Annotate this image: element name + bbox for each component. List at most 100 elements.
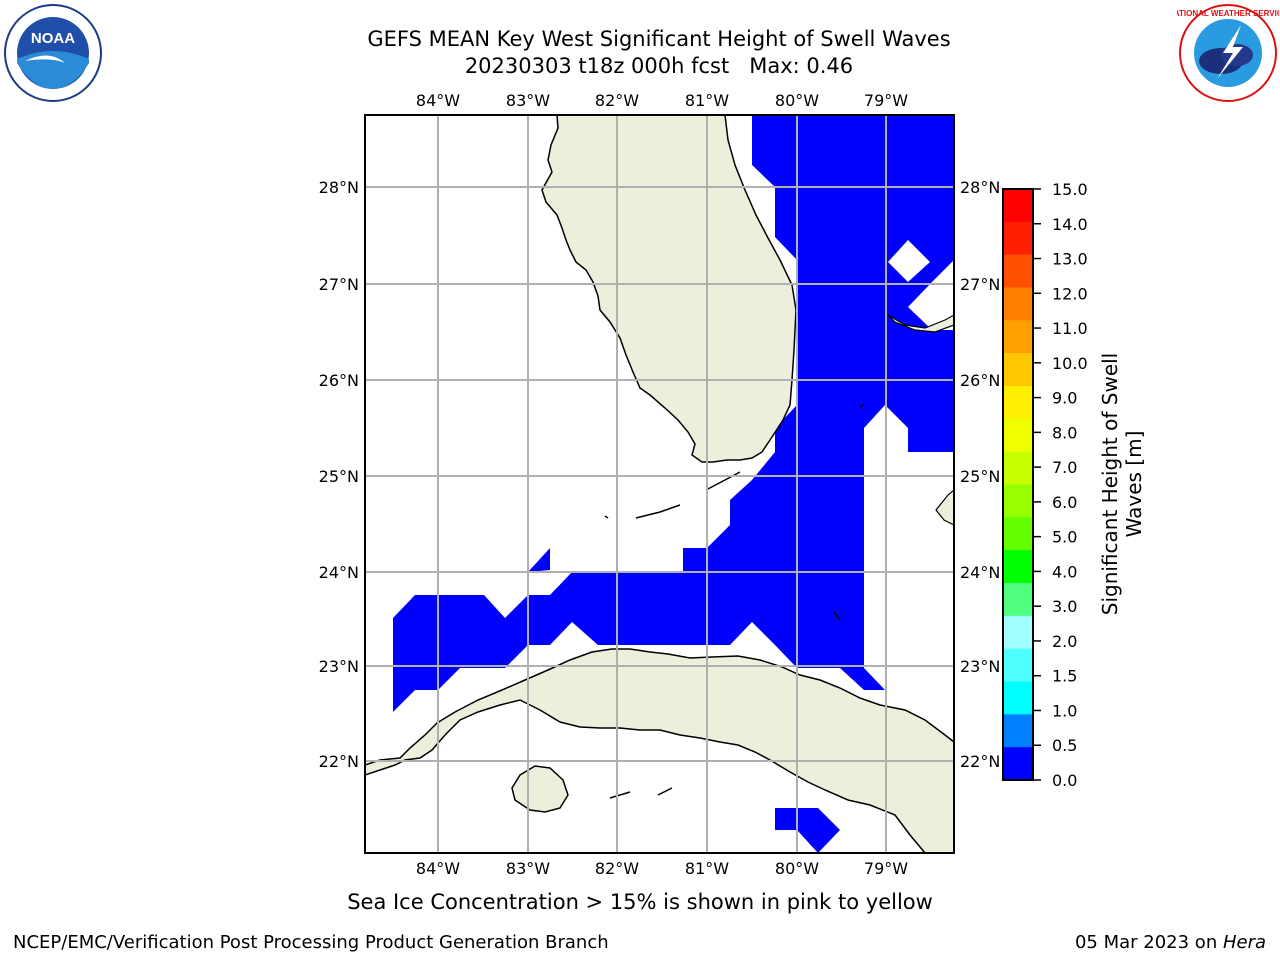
colorbar-tick-label: 3.0 bbox=[1052, 597, 1077, 616]
footer-credit: NCEP/EMC/Verification Post Processing Pr… bbox=[13, 932, 609, 953]
lat-label: 22°N bbox=[319, 752, 359, 771]
colorbar-tick-label: 14.0 bbox=[1052, 215, 1088, 234]
land-isla-juventud bbox=[511, 765, 569, 813]
colorbar-tick-label: 8.0 bbox=[1052, 423, 1077, 442]
nws-logo-text: NATIONAL WEATHER SERVICE bbox=[1177, 9, 1279, 18]
footer-date-text: 05 Mar 2023 on bbox=[1074, 932, 1223, 953]
colorbar-segment bbox=[1003, 747, 1033, 781]
colorbar-tick-label: 15.0 bbox=[1052, 180, 1088, 199]
colorbar-segment bbox=[1003, 221, 1033, 256]
colorbar-label-line2: Waves [m] bbox=[1122, 430, 1146, 538]
land-grand-bahama bbox=[887, 314, 954, 333]
colorbar-segment bbox=[1003, 517, 1033, 551]
lon-labels-bottom: 84°W 83°W 82°W 81°W 80°W 79°W bbox=[416, 859, 908, 878]
colorbar-segment bbox=[1003, 254, 1033, 288]
swell-height-field bbox=[393, 115, 954, 853]
lat-label: 27°N bbox=[319, 275, 359, 294]
swell-cuba-south bbox=[775, 808, 840, 853]
noaa-logo: NOAA bbox=[4, 4, 102, 102]
colorbar-label: Significant Height of Swell Waves [m] bbox=[1098, 353, 1146, 615]
colorbar-segment bbox=[1003, 648, 1033, 682]
colorbar-segment bbox=[1003, 287, 1033, 321]
colorbar-tick-label: 0.5 bbox=[1052, 736, 1077, 755]
colorbar-segment bbox=[1003, 681, 1033, 715]
colorbar-tick-label: 0.0 bbox=[1052, 771, 1077, 790]
colorbar-tick-label: 10.0 bbox=[1052, 354, 1088, 373]
lon-label: 81°W bbox=[685, 91, 729, 110]
lat-label: 28°N bbox=[960, 178, 1000, 197]
colorbar-tick-label: 7.0 bbox=[1052, 458, 1077, 477]
colorbar: 15.0 14.0 13.0 12.0 11.0 10.0 9.0 8.0 7.0 6.0 5.0 4… bbox=[1002, 180, 1088, 790]
lat-label: 28°N bbox=[319, 178, 359, 197]
colorbar-tick-label: 4.0 bbox=[1052, 562, 1077, 581]
lon-label: 84°W bbox=[416, 859, 460, 878]
lon-label: 82°W bbox=[595, 859, 639, 878]
chart-subtitle: 20230303 t18z 000h fcst Max: 0.46 bbox=[464, 54, 854, 78]
lat-label: 23°N bbox=[319, 657, 359, 676]
colorbar-tick-label: 1.0 bbox=[1052, 701, 1077, 720]
colorbar-label-line1: Significant Height of Swell bbox=[1098, 352, 1122, 616]
lon-label: 80°W bbox=[775, 91, 819, 110]
sea-ice-note: Sea Ice Concentration > 15% is shown in … bbox=[347, 890, 933, 914]
colorbar-segment bbox=[1003, 418, 1033, 453]
colorbar-tick-label: 13.0 bbox=[1052, 250, 1088, 269]
lat-label: 25°N bbox=[960, 467, 1000, 486]
colorbar-tick-label: 11.0 bbox=[1052, 319, 1088, 338]
footer-date: 05 Mar 2023 on Hera bbox=[1075, 932, 1266, 953]
lat-labels-right: 28°N 27°N 26°N 25°N 24°N 23°N 22°N bbox=[960, 178, 1000, 771]
lon-label: 83°W bbox=[506, 859, 550, 878]
lat-label: 25°N bbox=[319, 467, 359, 486]
colorbar-segment bbox=[1003, 714, 1033, 748]
lat-label: 24°N bbox=[319, 563, 359, 582]
noaa-logo-text: NOAA bbox=[31, 30, 75, 47]
lon-label: 79°W bbox=[864, 859, 908, 878]
lon-label: 79°W bbox=[864, 91, 908, 110]
lat-label: 24°N bbox=[960, 563, 1000, 582]
land-bahamas bbox=[935, 489, 954, 526]
land-florida bbox=[541, 115, 797, 463]
lat-label: 27°N bbox=[960, 275, 1000, 294]
colorbar-segment bbox=[1003, 386, 1033, 420]
lon-label: 83°W bbox=[506, 91, 550, 110]
lat-label: 26°N bbox=[319, 371, 359, 390]
lon-labels-top: 84°W 83°W 82°W 81°W 80°W 79°W bbox=[416, 91, 908, 110]
swell-atlantic-region bbox=[505, 115, 954, 690]
lat-label: 22°N bbox=[960, 752, 1000, 771]
keys-and-islets bbox=[604, 403, 865, 799]
colorbar-segments bbox=[1003, 189, 1033, 781]
colorbar-ticks: 15.0 14.0 13.0 12.0 11.0 10.0 9.0 8.0 7.0 6.0 5.0 4… bbox=[1033, 180, 1088, 790]
swell-gulf-strip bbox=[528, 548, 550, 572]
colorbar-tick-label: 1.5 bbox=[1052, 667, 1077, 686]
colorbar-tick-label: 12.0 bbox=[1052, 284, 1088, 303]
colorbar-segment bbox=[1003, 353, 1033, 387]
lat-label: 26°N bbox=[960, 371, 1000, 390]
swell-gap-grandbahama bbox=[888, 240, 930, 282]
lat-label: 23°N bbox=[960, 657, 1000, 676]
footer-host: Hera bbox=[1222, 932, 1266, 953]
lon-label: 84°W bbox=[416, 91, 460, 110]
swell-cuba-north bbox=[393, 595, 528, 712]
lon-label: 80°W bbox=[775, 859, 819, 878]
map-frame bbox=[364, 114, 955, 854]
colorbar-tick-label: 5.0 bbox=[1052, 528, 1077, 547]
chart-title: GEFS MEAN Key West Significant Height of… bbox=[367, 27, 951, 51]
colorbar-segment bbox=[1003, 451, 1033, 485]
colorbar-segment bbox=[1003, 615, 1033, 650]
nws-logo: NATIONAL WEATHER SERVICE bbox=[1177, 4, 1279, 102]
map-area bbox=[365, 115, 954, 853]
colorbar-tick-label: 2.0 bbox=[1052, 632, 1077, 651]
colorbar-tick-label: 6.0 bbox=[1052, 493, 1077, 512]
colorbar-segment bbox=[1003, 320, 1033, 354]
colorbar-segment bbox=[1003, 484, 1033, 518]
lat-labels-left: 28°N 27°N 26°N 25°N 24°N 23°N 22°N bbox=[319, 178, 359, 771]
lon-label: 82°W bbox=[595, 91, 639, 110]
graticule bbox=[365, 115, 954, 853]
colorbar-frame bbox=[1002, 188, 1034, 781]
colorbar-segment bbox=[1003, 583, 1033, 617]
colorbar-segment bbox=[1003, 550, 1033, 584]
lon-label: 81°W bbox=[685, 859, 729, 878]
colorbar-tick-label: 9.0 bbox=[1052, 389, 1077, 408]
colorbar-segment bbox=[1003, 189, 1033, 223]
land-cuba bbox=[365, 648, 954, 853]
